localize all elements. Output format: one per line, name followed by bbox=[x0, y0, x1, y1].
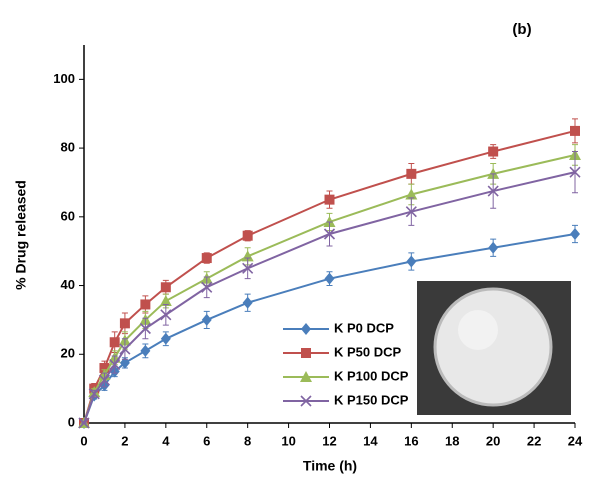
marker bbox=[488, 146, 499, 157]
legend-label: K P50 DCP bbox=[334, 344, 402, 359]
marker bbox=[570, 125, 580, 136]
y-axis-label: % Drug released bbox=[13, 180, 29, 290]
y-tick-label: 80 bbox=[61, 140, 75, 155]
tablet-photo bbox=[417, 281, 571, 415]
marker bbox=[301, 348, 311, 358]
marker bbox=[140, 344, 151, 357]
x-tick-label: 22 bbox=[527, 433, 541, 448]
marker bbox=[405, 206, 417, 218]
marker bbox=[119, 343, 131, 355]
marker bbox=[300, 395, 312, 407]
marker bbox=[98, 374, 111, 386]
marker bbox=[109, 359, 121, 371]
legend-label: K P100 DCP bbox=[334, 368, 409, 383]
marker bbox=[139, 322, 151, 335]
marker bbox=[301, 323, 311, 335]
marker bbox=[488, 241, 499, 254]
y-tick-label: 60 bbox=[61, 208, 75, 223]
marker bbox=[405, 188, 418, 200]
marker bbox=[242, 296, 253, 309]
y-tick-label: 20 bbox=[61, 346, 75, 361]
chart-title: (b) bbox=[512, 21, 531, 38]
marker bbox=[323, 228, 336, 240]
marker bbox=[159, 295, 172, 307]
marker bbox=[201, 281, 213, 293]
x-tick-label: 2 bbox=[121, 433, 128, 448]
marker bbox=[241, 250, 254, 262]
marker bbox=[570, 228, 580, 240]
marker bbox=[569, 166, 581, 178]
legend-label: K P150 DCP bbox=[334, 392, 409, 407]
marker bbox=[242, 230, 253, 241]
x-tick-label: 18 bbox=[445, 433, 459, 448]
marker bbox=[242, 262, 254, 274]
marker bbox=[160, 309, 172, 321]
marker bbox=[160, 332, 171, 345]
marker bbox=[78, 417, 90, 429]
marker bbox=[99, 363, 110, 374]
x-tick-label: 24 bbox=[568, 433, 583, 448]
x-tick-label: 12 bbox=[322, 433, 336, 448]
marker bbox=[109, 337, 120, 348]
x-tick-label: 6 bbox=[203, 433, 210, 448]
y-tick-label: 100 bbox=[53, 71, 75, 86]
x-tick-label: 14 bbox=[363, 433, 378, 448]
legend-label: K P0 DCP bbox=[334, 320, 394, 335]
marker bbox=[88, 388, 100, 400]
marker bbox=[201, 313, 212, 326]
marker bbox=[406, 255, 417, 268]
marker bbox=[201, 253, 212, 264]
marker bbox=[324, 272, 335, 285]
marker bbox=[406, 168, 417, 179]
marker bbox=[140, 299, 151, 310]
x-tick-label: 16 bbox=[404, 433, 418, 448]
marker bbox=[119, 318, 130, 329]
x-tick-label: 10 bbox=[281, 433, 295, 448]
marker bbox=[487, 185, 499, 197]
x-axis-label: Time (h) bbox=[303, 458, 357, 474]
x-tick-label: 20 bbox=[486, 433, 500, 448]
marker bbox=[300, 371, 312, 382]
marker bbox=[160, 282, 171, 293]
y-tick-label: 40 bbox=[61, 277, 75, 292]
x-tick-label: 0 bbox=[80, 433, 87, 448]
x-tick-label: 4 bbox=[162, 433, 170, 448]
x-tick-label: 8 bbox=[244, 433, 251, 448]
y-tick-label: 0 bbox=[68, 414, 75, 429]
marker bbox=[324, 194, 335, 205]
